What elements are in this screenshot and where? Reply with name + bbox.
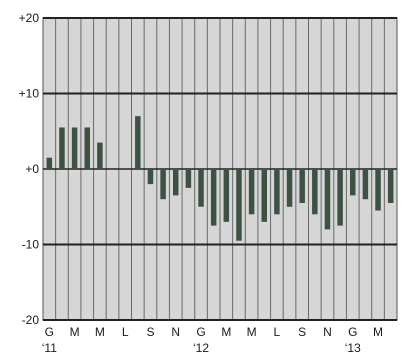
bar	[97, 142, 103, 169]
x-tick-label: G	[348, 325, 357, 339]
x-tick-label: L	[122, 325, 129, 339]
x-tick-label: M	[95, 325, 105, 339]
bar	[337, 169, 343, 226]
x-tick-label: S	[146, 325, 154, 339]
bar	[324, 169, 331, 230]
bar	[223, 169, 230, 222]
x-tick-label: N	[171, 325, 180, 339]
x-tick-label: M	[221, 325, 231, 339]
year-label: ‘13	[345, 341, 361, 355]
bars	[46, 116, 394, 241]
bar	[84, 127, 90, 169]
bar	[71, 127, 78, 169]
x-tick-label: M	[373, 325, 383, 339]
bar	[261, 169, 267, 222]
bar	[160, 169, 166, 200]
x-tick-label: G	[45, 325, 54, 339]
bar	[248, 169, 255, 215]
bar	[135, 116, 141, 169]
bar	[173, 169, 179, 196]
bar	[299, 169, 305, 203]
x-tick-label: M	[247, 325, 257, 339]
bar	[147, 169, 154, 185]
bar	[198, 169, 204, 207]
x-tick-label: N	[323, 325, 332, 339]
y-tick-label: +0	[25, 162, 39, 176]
year-label: ‘11	[42, 341, 57, 355]
x-tick-label: S	[298, 325, 306, 339]
bar	[274, 169, 280, 215]
bar	[210, 169, 217, 226]
y-tick-label: -20	[22, 313, 40, 327]
bar	[312, 169, 318, 215]
bar	[185, 169, 192, 188]
x-tick-label: L	[274, 325, 281, 339]
year-label: ‘12	[193, 341, 209, 355]
y-tick-labels: +20 +10 +0 -10 -20	[19, 11, 40, 327]
bar	[236, 169, 242, 241]
bar	[350, 169, 356, 196]
x-tick-label: G	[196, 325, 205, 339]
bar	[59, 127, 65, 169]
bar	[387, 169, 394, 203]
bar	[362, 169, 369, 200]
y-tick-label: +20	[19, 11, 40, 25]
bar	[46, 157, 53, 169]
bar	[375, 169, 381, 211]
y-tick-label: +10	[19, 87, 40, 101]
y-tick-label: -10	[22, 238, 40, 252]
x-tick-label: M	[70, 325, 80, 339]
year-labels: ‘11 ‘12 ‘13	[42, 341, 361, 355]
bar	[286, 169, 293, 207]
